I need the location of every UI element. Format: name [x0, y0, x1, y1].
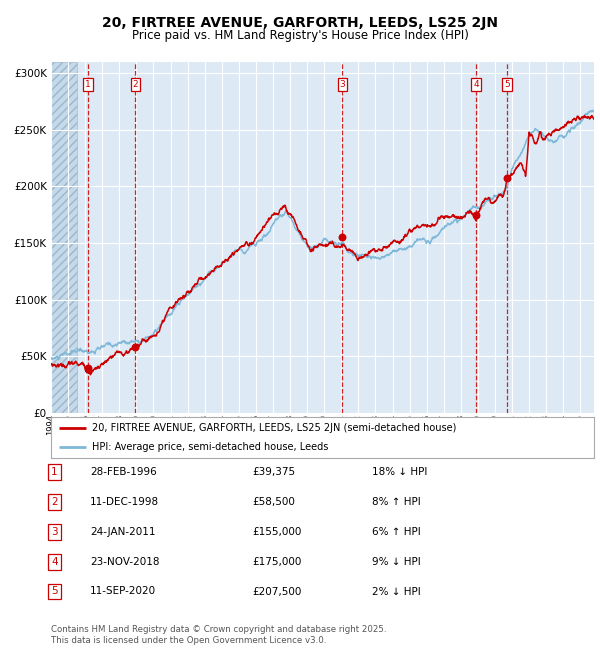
Text: Contains HM Land Registry data © Crown copyright and database right 2025.
This d: Contains HM Land Registry data © Crown c… [51, 625, 386, 645]
Point [502, 173, 512, 183]
Text: 18% ↓ HPI: 18% ↓ HPI [372, 467, 427, 477]
Point [131, 341, 140, 352]
Bar [51, 62, 77, 413]
Text: £175,000: £175,000 [252, 556, 301, 567]
Text: 20, FIRTREE AVENUE, GARFORTH, LEEDS, LS25 2JN: 20, FIRTREE AVENUE, GARFORTH, LEEDS, LS2… [102, 16, 498, 31]
Text: 9% ↓ HPI: 9% ↓ HPI [372, 556, 421, 567]
Text: 2: 2 [51, 497, 58, 507]
Text: £39,375: £39,375 [252, 467, 295, 477]
Text: 4: 4 [473, 80, 479, 89]
Text: £155,000: £155,000 [252, 526, 301, 537]
Text: 1: 1 [51, 467, 58, 477]
Text: Price paid vs. HM Land Registry's House Price Index (HPI): Price paid vs. HM Land Registry's House … [131, 29, 469, 42]
Text: 5: 5 [51, 586, 58, 597]
Text: 4: 4 [51, 556, 58, 567]
Text: 23-NOV-2018: 23-NOV-2018 [90, 556, 160, 567]
Text: 6% ↑ HPI: 6% ↑ HPI [372, 526, 421, 537]
Text: 11-DEC-1998: 11-DEC-1998 [90, 497, 159, 507]
Text: 3: 3 [51, 526, 58, 537]
Text: 5: 5 [504, 80, 510, 89]
Text: 20, FIRTREE AVENUE, GARFORTH, LEEDS, LS25 2JN (semi-detached house): 20, FIRTREE AVENUE, GARFORTH, LEEDS, LS2… [92, 423, 456, 433]
Point [83, 363, 92, 373]
Text: 2: 2 [133, 80, 138, 89]
Point [472, 209, 481, 220]
Text: HPI: Average price, semi-detached house, Leeds: HPI: Average price, semi-detached house,… [92, 442, 328, 452]
Text: 2% ↓ HPI: 2% ↓ HPI [372, 586, 421, 597]
Text: 1: 1 [85, 80, 91, 89]
Text: 11-SEP-2020: 11-SEP-2020 [90, 586, 156, 597]
Text: 8% ↑ HPI: 8% ↑ HPI [372, 497, 421, 507]
Text: 3: 3 [340, 80, 346, 89]
Text: 28-FEB-1996: 28-FEB-1996 [90, 467, 157, 477]
Text: 24-JAN-2011: 24-JAN-2011 [90, 526, 155, 537]
Point [338, 232, 347, 242]
Text: £58,500: £58,500 [252, 497, 295, 507]
Text: £207,500: £207,500 [252, 586, 301, 597]
